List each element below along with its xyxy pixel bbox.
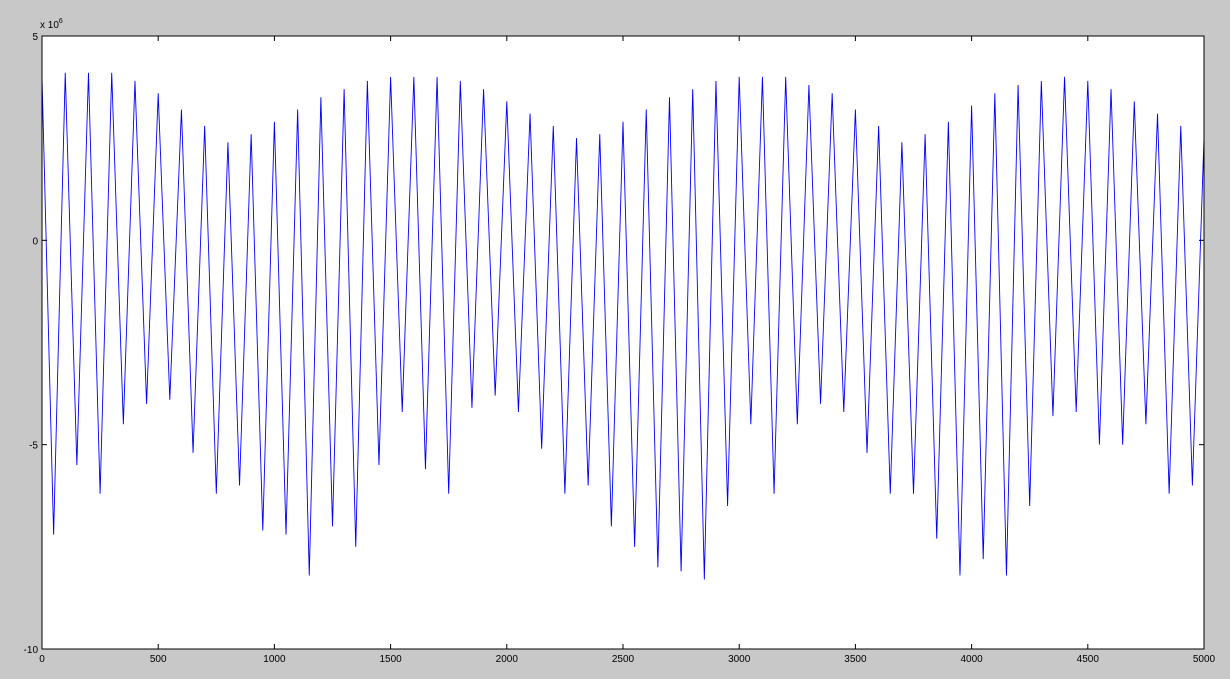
- x-tick-label: 2500: [612, 654, 635, 665]
- y-tick-label: -10: [24, 645, 39, 656]
- x-tick-label: 3500: [844, 654, 867, 665]
- x-tick-label: 1000: [263, 654, 286, 665]
- plot-frame: [41, 35, 1205, 650]
- y-tick-label: -5: [29, 441, 38, 452]
- x-tick-label: 1500: [379, 654, 402, 665]
- y-tick-label: 0: [32, 236, 38, 247]
- y-tick-label: 5: [32, 32, 38, 43]
- y-exponent-label: x 106: [40, 18, 63, 31]
- x-tick-label: 500: [150, 654, 167, 665]
- data-line: [41, 72, 1205, 580]
- x-tick-label: 4000: [960, 654, 983, 665]
- exponent-power: 6: [59, 18, 63, 25]
- x-tick-label: 0: [39, 654, 45, 665]
- x-tick-label: 2000: [496, 654, 519, 665]
- exponent-base: x 10: [40, 20, 59, 31]
- x-tick-label: 3000: [728, 654, 751, 665]
- x-tick-label: 4500: [1077, 654, 1100, 665]
- x-tick-label: 5000: [1193, 654, 1216, 665]
